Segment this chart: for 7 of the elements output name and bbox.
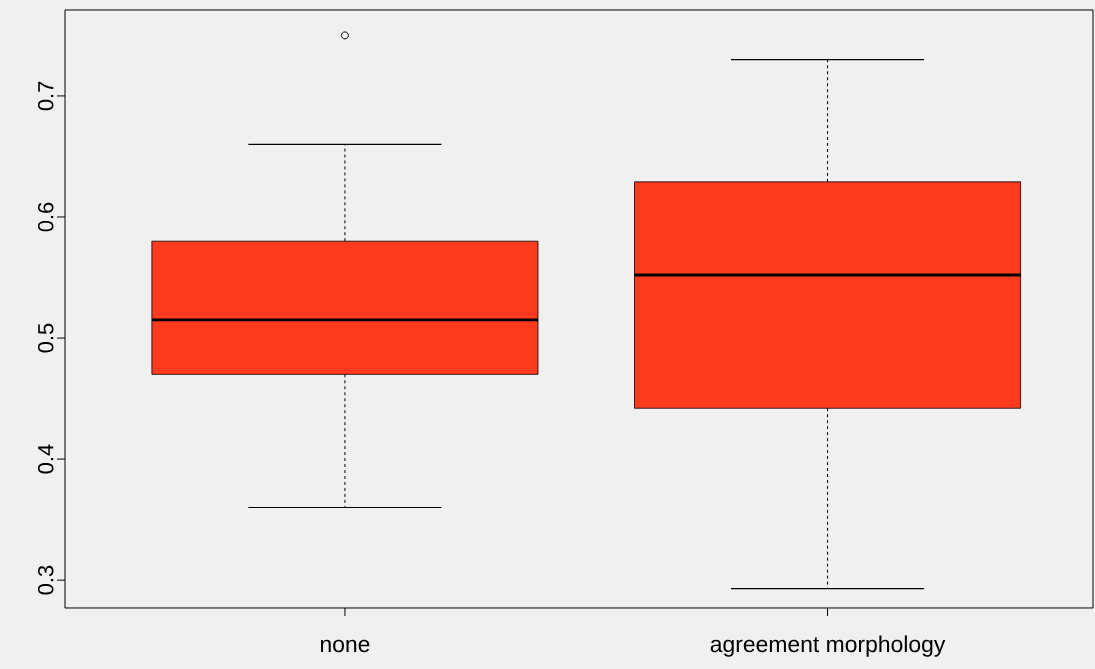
x-tick-label: none bbox=[320, 639, 370, 653]
y-tick-label: 0.5 bbox=[37, 323, 54, 353]
x-tick-label: agreement morphology bbox=[710, 635, 946, 657]
y-tick-label: 0.6 bbox=[37, 202, 54, 232]
y-tick-label: 0.4 bbox=[37, 444, 54, 474]
y-tick-label: 0.7 bbox=[37, 81, 54, 111]
y-tick-label: 0.3 bbox=[37, 565, 54, 595]
